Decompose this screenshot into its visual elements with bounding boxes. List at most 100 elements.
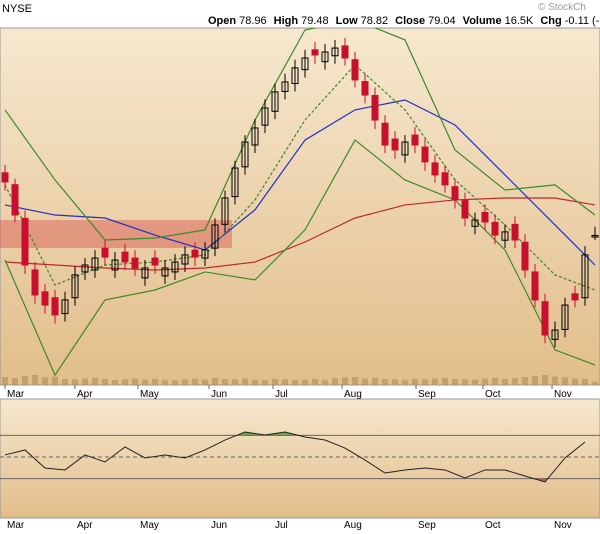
candle-body (131, 257, 139, 269)
quote-value: 78.96 (239, 15, 267, 27)
x-tick-label: Sep (418, 389, 436, 400)
volume-bar (292, 380, 298, 385)
volume-bar (212, 378, 218, 385)
candle-body (471, 219, 479, 227)
candle-body (41, 291, 49, 306)
volume-bar (352, 377, 358, 385)
volume-bar (32, 375, 38, 385)
indicator-line (4, 139, 596, 377)
volume-bar (422, 379, 428, 385)
volume-bar (302, 379, 308, 385)
volume-bar (342, 377, 348, 385)
volume-bar (412, 378, 418, 385)
volume-bar (132, 378, 138, 385)
volume-bar (42, 377, 48, 385)
indicator-line (4, 28, 596, 241)
volume-bar (282, 379, 288, 385)
candle-body (251, 127, 259, 146)
x-tick-label: Mar (7, 520, 25, 531)
candle-body (481, 211, 489, 223)
candle-body (411, 134, 419, 146)
volume-bar (442, 378, 448, 385)
candle-body (31, 269, 39, 296)
volume-bar (242, 378, 248, 385)
candle-body (21, 217, 29, 266)
volume-bar (462, 379, 468, 385)
candle-body (121, 251, 129, 263)
candle-body (361, 81, 369, 96)
volume-bar (552, 376, 558, 385)
candle-body (311, 49, 319, 56)
quote-value: -0.11 (- (565, 15, 600, 27)
candle-body (221, 197, 229, 225)
x-tick-label: Apr (77, 520, 93, 531)
x-tick-label: Apr (77, 389, 93, 400)
volume-bar (332, 378, 338, 385)
candle-body (541, 301, 549, 336)
candle-body (81, 264, 89, 273)
quote-value: 16.5K (505, 15, 534, 27)
candle-body (371, 94, 379, 121)
candle-body (571, 293, 579, 301)
quote-value: 78.82 (361, 15, 389, 27)
candle-body (281, 81, 289, 92)
volume-bar (262, 380, 268, 385)
candle-body (101, 247, 109, 258)
candle-body (351, 59, 359, 81)
volume-bar (2, 377, 8, 385)
volume-bar (522, 377, 528, 385)
oscillator-plot (0, 431, 600, 483)
candle-body (141, 267, 149, 279)
candle-body (401, 141, 409, 156)
volume-bar (372, 377, 378, 385)
candle-body (421, 146, 429, 163)
candle-body (301, 57, 309, 71)
volume-bar (232, 379, 238, 385)
volume-bar (252, 379, 258, 385)
volume-bar (112, 380, 118, 385)
volume-bar (432, 378, 438, 385)
x-tick-label: Jul (275, 389, 288, 400)
volume-bar (482, 378, 488, 385)
candle-body (331, 47, 339, 57)
volume-bar (152, 379, 158, 385)
volume-bar (502, 379, 508, 385)
volume-bar (62, 379, 68, 385)
price-pane (0, 27, 600, 386)
candle-body (241, 141, 249, 168)
volume-bar (512, 378, 518, 385)
oscillator-pane (0, 398, 600, 519)
overbought-fill (236, 432, 299, 436)
candle-body (191, 249, 199, 258)
x-tick-label: Jun (211, 389, 227, 400)
candle-body (61, 299, 69, 315)
resistance-zone (0, 220, 232, 248)
volume-bar (562, 377, 568, 385)
candle-body (91, 257, 99, 271)
quote-label: Open (208, 15, 236, 27)
volume-bar (382, 379, 388, 385)
candle-body (391, 138, 399, 151)
volume-bar (492, 377, 498, 385)
candle-body (381, 122, 389, 146)
candle-body (501, 231, 509, 241)
candle-body (71, 274, 79, 299)
volume-bar (402, 379, 408, 385)
candle-body (11, 184, 19, 216)
candle-body (261, 107, 269, 126)
watermark: © StockCh (538, 2, 586, 13)
volume-bar (592, 381, 598, 385)
quote-label: Close (395, 15, 425, 27)
candle-body (181, 254, 189, 265)
candle-body (561, 304, 569, 330)
indicator-line (4, 197, 596, 271)
x-axis: Mar Mar Apr Apr May May Jun Jun Jul Jul Aug Aug Sep S… (4, 385, 572, 531)
volume-bar (122, 379, 128, 385)
quote-value: 79.48 (301, 15, 329, 27)
quote-label: Low (336, 15, 358, 27)
x-tick-label: Nov (554, 520, 572, 531)
volume-bar (322, 379, 328, 385)
volume-bar (202, 379, 208, 385)
candle-body (171, 261, 179, 273)
x-tick-label: Aug (344, 520, 362, 531)
